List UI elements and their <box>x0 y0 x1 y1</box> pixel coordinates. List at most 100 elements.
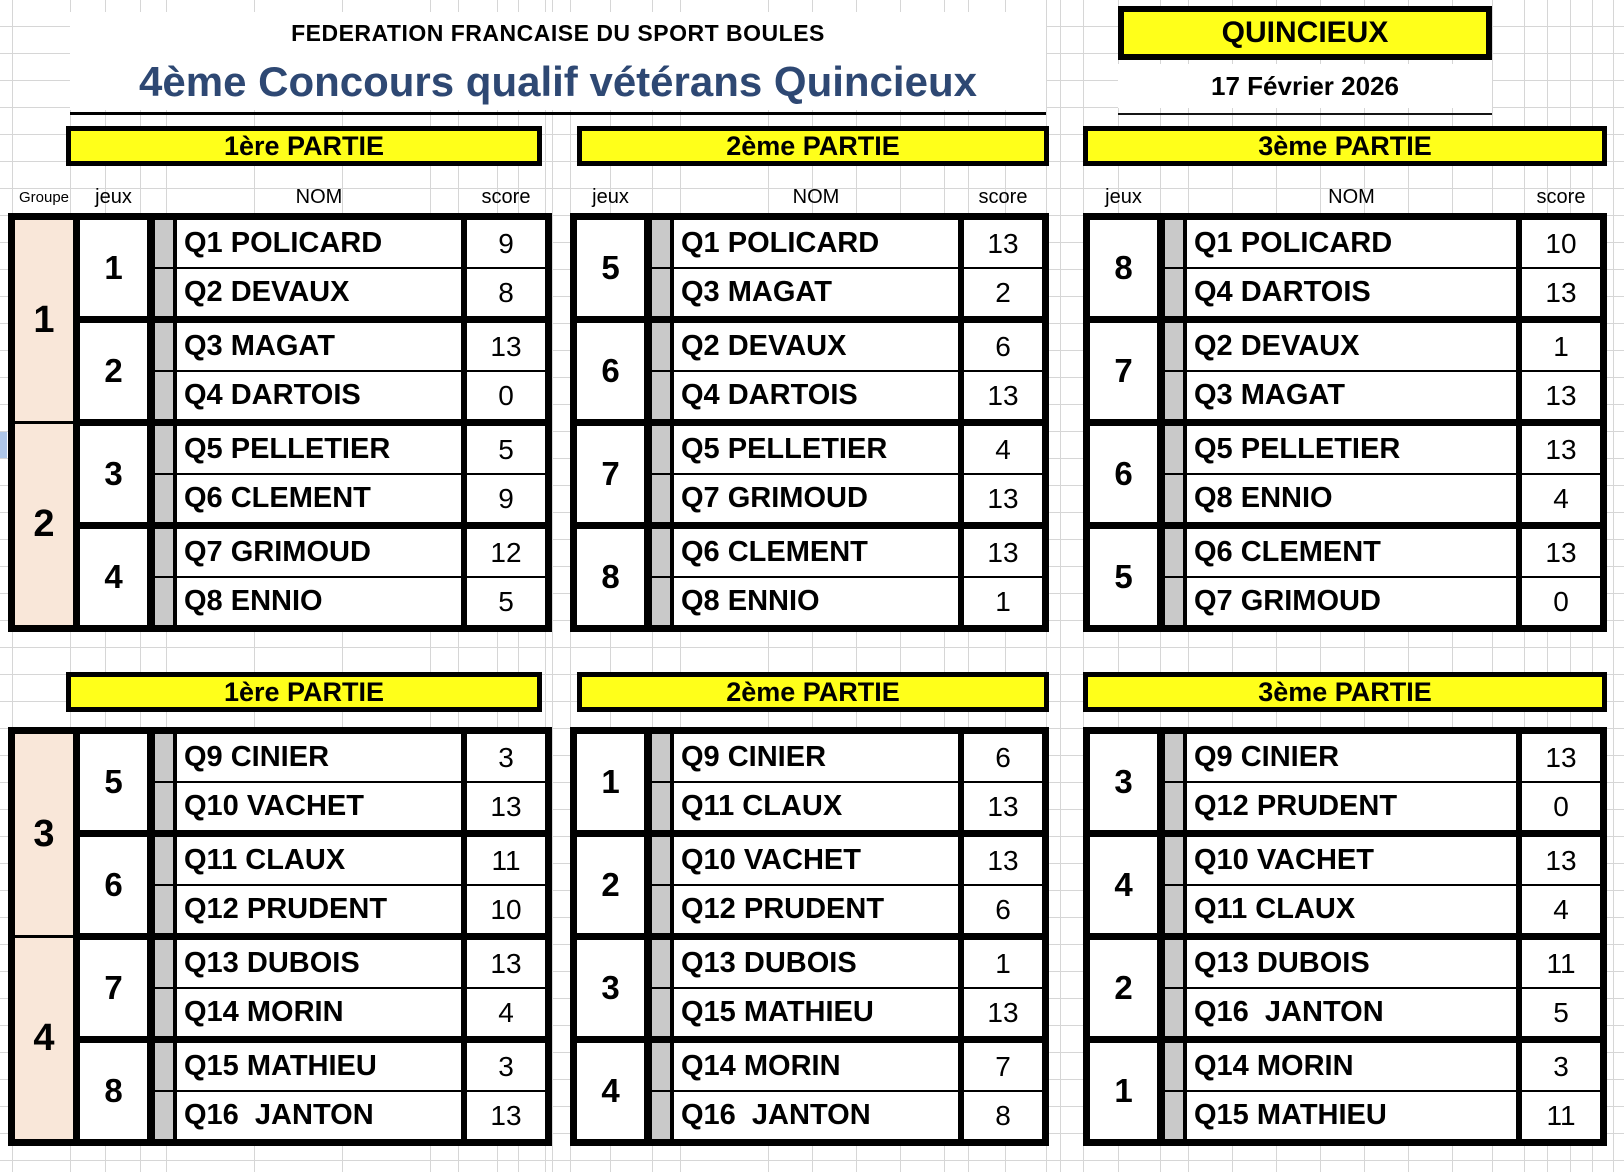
player-name-cell[interactable]: Q9 CINIER <box>674 734 958 781</box>
player-name-cell[interactable]: Q14 MORIN <box>1187 1043 1516 1090</box>
score-cell[interactable]: 4 <box>1522 886 1600 933</box>
jeux-cell[interactable]: 5 <box>577 220 644 316</box>
player-name-cell[interactable]: Q5 PELLETIER <box>1187 426 1516 473</box>
group-cell[interactable]: 3 <box>15 734 73 935</box>
player-name-cell[interactable]: Q2 DEVAUX <box>177 269 461 316</box>
player-name-cell[interactable]: Q12 PRUDENT <box>177 886 461 933</box>
score-cell[interactable]: 5 <box>467 426 545 473</box>
score-cell[interactable]: 10 <box>467 886 545 933</box>
jeux-cell[interactable]: 4 <box>80 529 147 625</box>
score-cell[interactable]: 13 <box>964 783 1042 830</box>
player-name-cell[interactable]: Q4 DARTOIS <box>1187 269 1516 316</box>
player-name-cell[interactable]: Q14 MORIN <box>177 989 461 1036</box>
score-cell[interactable]: 1 <box>964 578 1042 625</box>
player-name-cell[interactable]: Q1 POLICARD <box>674 220 958 267</box>
jeux-cell[interactable]: 3 <box>577 940 644 1036</box>
jeux-cell[interactable]: 2 <box>80 323 147 419</box>
score-cell[interactable]: 7 <box>964 1043 1042 1090</box>
player-name-cell[interactable]: Q6 CLEMENT <box>674 529 958 576</box>
score-cell[interactable]: 13 <box>1522 372 1600 419</box>
score-cell[interactable]: 10 <box>1522 220 1600 267</box>
score-cell[interactable]: 6 <box>964 734 1042 781</box>
jeux-cell[interactable]: 6 <box>80 837 147 933</box>
player-name-cell[interactable]: Q13 DUBOIS <box>674 940 958 987</box>
player-name-cell[interactable]: Q13 DUBOIS <box>1187 940 1516 987</box>
score-cell[interactable]: 5 <box>467 578 545 625</box>
player-name-cell[interactable]: Q1 POLICARD <box>177 220 461 267</box>
group-cell[interactable]: 2 <box>15 424 73 625</box>
player-name-cell[interactable]: Q3 MAGAT <box>674 269 958 316</box>
jeux-cell[interactable]: 4 <box>577 1043 644 1139</box>
player-name-cell[interactable]: Q3 MAGAT <box>177 323 461 370</box>
score-cell[interactable]: 8 <box>964 1092 1042 1139</box>
score-cell[interactable]: 13 <box>1522 426 1600 473</box>
score-cell[interactable]: 0 <box>1522 783 1600 830</box>
score-cell[interactable]: 6 <box>964 886 1042 933</box>
group-cell[interactable]: 1 <box>15 220 73 421</box>
player-name-cell[interactable]: Q7 GRIMOUD <box>674 475 958 522</box>
group-cell[interactable]: 4 <box>15 938 73 1139</box>
player-name-cell[interactable]: Q7 GRIMOUD <box>1187 578 1516 625</box>
score-cell[interactable]: 9 <box>467 220 545 267</box>
player-name-cell[interactable]: Q12 PRUDENT <box>1187 783 1516 830</box>
score-cell[interactable]: 4 <box>467 989 545 1036</box>
jeux-cell[interactable]: 8 <box>1090 220 1157 316</box>
player-name-cell[interactable]: Q6 CLEMENT <box>1187 529 1516 576</box>
player-name-cell[interactable]: Q7 GRIMOUD <box>177 529 461 576</box>
player-name-cell[interactable]: Q15 MATHIEU <box>674 989 958 1036</box>
jeux-cell[interactable]: 4 <box>1090 837 1157 933</box>
player-name-cell[interactable]: Q4 DARTOIS <box>674 372 958 419</box>
score-cell[interactable]: 3 <box>1522 1043 1600 1090</box>
player-name-cell[interactable]: Q2 DEVAUX <box>674 323 958 370</box>
score-cell[interactable]: 13 <box>964 989 1042 1036</box>
score-cell[interactable]: 12 <box>467 529 545 576</box>
player-name-cell[interactable]: Q8 ENNIO <box>1187 475 1516 522</box>
jeux-cell[interactable]: 7 <box>80 940 147 1036</box>
score-cell[interactable]: 13 <box>467 323 545 370</box>
player-name-cell[interactable]: Q9 CINIER <box>177 734 461 781</box>
player-name-cell[interactable]: Q13 DUBOIS <box>177 940 461 987</box>
score-cell[interactable]: 11 <box>1522 1092 1600 1139</box>
jeux-cell[interactable]: 2 <box>577 837 644 933</box>
score-cell[interactable]: 1 <box>964 940 1042 987</box>
player-name-cell[interactable]: Q8 ENNIO <box>177 578 461 625</box>
jeux-cell[interactable]: 8 <box>577 529 644 625</box>
score-cell[interactable]: 13 <box>1522 269 1600 316</box>
score-cell[interactable]: 13 <box>467 1092 545 1139</box>
jeux-cell[interactable]: 3 <box>1090 734 1157 830</box>
score-cell[interactable]: 13 <box>964 372 1042 419</box>
score-cell[interactable]: 13 <box>467 783 545 830</box>
player-name-cell[interactable]: Q9 CINIER <box>1187 734 1516 781</box>
score-cell[interactable]: 13 <box>964 220 1042 267</box>
player-name-cell[interactable]: Q11 CLAUX <box>177 837 461 884</box>
player-name-cell[interactable]: Q8 ENNIO <box>674 578 958 625</box>
score-cell[interactable]: 2 <box>964 269 1042 316</box>
player-name-cell[interactable]: Q10 VACHET <box>177 783 461 830</box>
jeux-cell[interactable]: 6 <box>577 323 644 419</box>
player-name-cell[interactable]: Q15 MATHIEU <box>177 1043 461 1090</box>
score-cell[interactable]: 0 <box>467 372 545 419</box>
player-name-cell[interactable]: Q11 CLAUX <box>674 783 958 830</box>
score-cell[interactable]: 5 <box>1522 989 1600 1036</box>
jeux-cell[interactable]: 5 <box>80 734 147 830</box>
jeux-cell[interactable]: 2 <box>1090 940 1157 1036</box>
player-name-cell[interactable]: Q3 MAGAT <box>1187 372 1516 419</box>
score-cell[interactable]: 13 <box>964 837 1042 884</box>
score-cell[interactable]: 1 <box>1522 323 1600 370</box>
score-cell[interactable]: 0 <box>1522 578 1600 625</box>
score-cell[interactable]: 3 <box>467 734 545 781</box>
player-name-cell[interactable]: Q2 DEVAUX <box>1187 323 1516 370</box>
jeux-cell[interactable]: 6 <box>1090 426 1157 522</box>
jeux-cell[interactable]: 7 <box>1090 323 1157 419</box>
score-cell[interactable]: 13 <box>467 940 545 987</box>
jeux-cell[interactable]: 3 <box>80 426 147 522</box>
player-name-cell[interactable]: Q15 MATHIEU <box>1187 1092 1516 1139</box>
player-name-cell[interactable]: Q10 VACHET <box>674 837 958 884</box>
jeux-cell[interactable]: 1 <box>577 734 644 830</box>
jeux-cell[interactable]: 8 <box>80 1043 147 1139</box>
score-cell[interactable]: 4 <box>1522 475 1600 522</box>
jeux-cell[interactable]: 1 <box>80 220 147 316</box>
player-name-cell[interactable]: Q6 CLEMENT <box>177 475 461 522</box>
player-name-cell[interactable]: Q16 JANTON <box>1187 989 1516 1036</box>
score-cell[interactable]: 4 <box>964 426 1042 473</box>
